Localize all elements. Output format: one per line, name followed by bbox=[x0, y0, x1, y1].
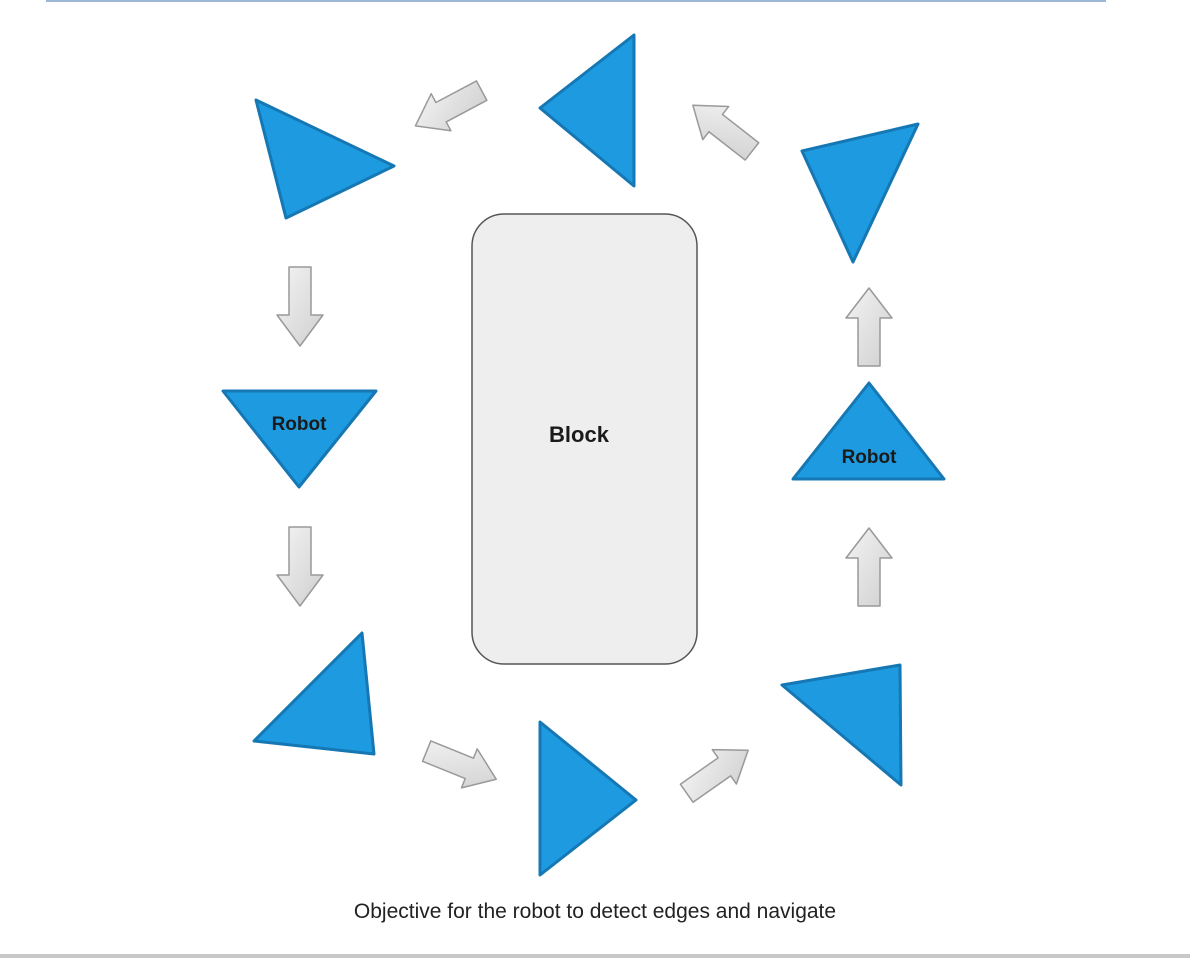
block-label: Block bbox=[549, 422, 610, 447]
robot-label-left: Robot bbox=[272, 414, 328, 435]
robot-position-top-left bbox=[254, 98, 396, 220]
diagram-caption: Objective for the robot to detect edges … bbox=[353, 900, 837, 923]
robot-position-top-center bbox=[538, 33, 636, 188]
arrow-up-upper-right bbox=[845, 287, 893, 367]
robot-position-left-labeled bbox=[221, 389, 378, 489]
arrow-up-left-top-right bbox=[692, 104, 760, 161]
robot-position-top-right bbox=[800, 122, 920, 264]
bottom-divider bbox=[0, 954, 1190, 958]
top-divider bbox=[46, 0, 1106, 2]
block-shape bbox=[471, 213, 698, 665]
robot-label-right: Robot bbox=[842, 447, 898, 468]
robot-position-right-labeled bbox=[791, 381, 946, 481]
arrow-up-right-bottom-right bbox=[679, 748, 749, 803]
arrow-down-lower-left bbox=[276, 526, 324, 607]
robot-position-bottom-center bbox=[538, 720, 638, 877]
arrow-up-left-top bbox=[414, 80, 488, 132]
arrow-down-upper-left bbox=[276, 266, 324, 347]
arrow-up-lower-right bbox=[845, 527, 893, 607]
robot-position-bottom-right bbox=[780, 663, 903, 787]
arrow-right-bottom-left bbox=[421, 740, 497, 789]
robot-position-bottom-left bbox=[252, 631, 376, 756]
